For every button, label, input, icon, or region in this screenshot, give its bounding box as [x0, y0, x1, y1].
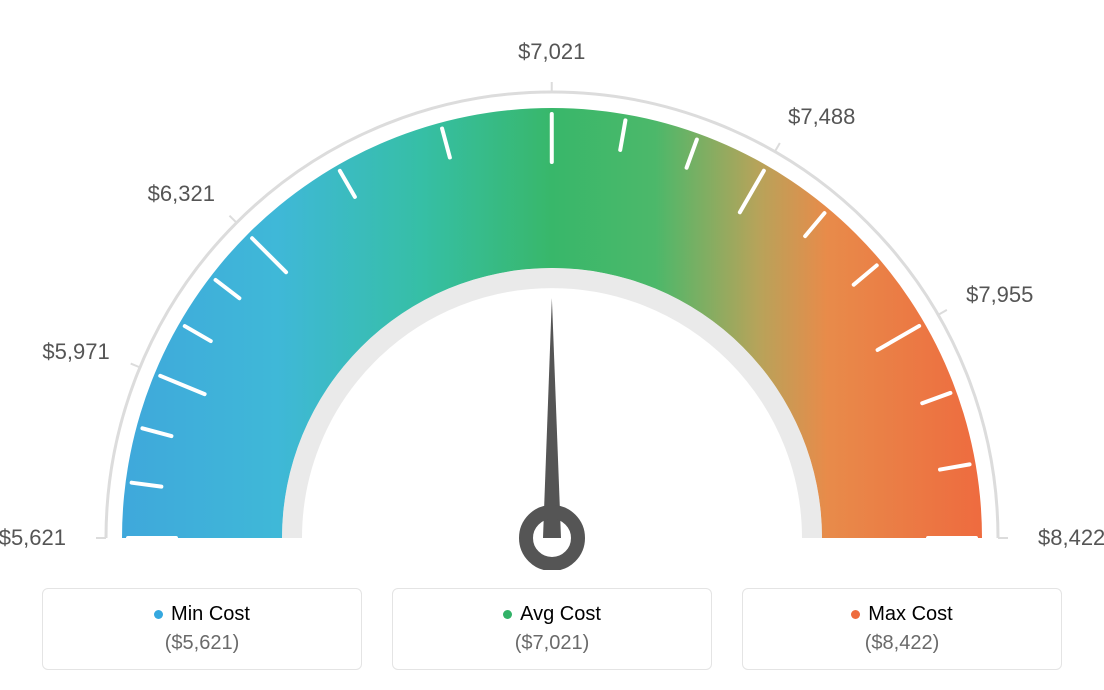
- gauge-tick-label: $7,488: [788, 104, 855, 130]
- legend-title-text: Avg Cost: [520, 603, 601, 626]
- legend-value-min: ($5,621): [53, 632, 351, 655]
- legend-title-avg: Avg Cost: [503, 603, 601, 626]
- legend-value-avg: ($7,021): [403, 632, 701, 655]
- dot-icon: [154, 610, 163, 619]
- legend-title-text: Min Cost: [171, 603, 250, 626]
- legend-card-avg: Avg Cost ($7,021): [392, 588, 712, 670]
- dot-icon: [851, 610, 860, 619]
- legend-title-text: Max Cost: [868, 603, 952, 626]
- gauge-tick-label: $5,971: [42, 339, 109, 365]
- legend-card-min: Min Cost ($5,621): [42, 588, 362, 670]
- gauge-svg: [22, 30, 1082, 570]
- legend-title-min: Min Cost: [154, 603, 250, 626]
- legend-row: Min Cost ($5,621) Avg Cost ($7,021) Max …: [0, 588, 1104, 670]
- legend-value-max: ($8,422): [753, 632, 1051, 655]
- cost-gauge-container: $5,621 $5,971 $6,321 $7,021 $7,488 $7,955 $8,4…: [0, 0, 1104, 690]
- gauge-tick-label: $6,321: [148, 181, 215, 207]
- gauge-tick-label: $5,621: [0, 525, 66, 551]
- gauge-tick-label: $7,021: [518, 39, 585, 65]
- dot-icon: [503, 610, 512, 619]
- legend-title-max: Max Cost: [851, 603, 952, 626]
- gauge-tick-label: $7,955: [966, 282, 1033, 308]
- gauge-tick-label: $8,422: [1038, 525, 1104, 551]
- gauge-chart: $5,621 $5,971 $6,321 $7,021 $7,488 $7,955 $8,4…: [0, 0, 1104, 560]
- legend-card-max: Max Cost ($8,422): [742, 588, 1062, 670]
